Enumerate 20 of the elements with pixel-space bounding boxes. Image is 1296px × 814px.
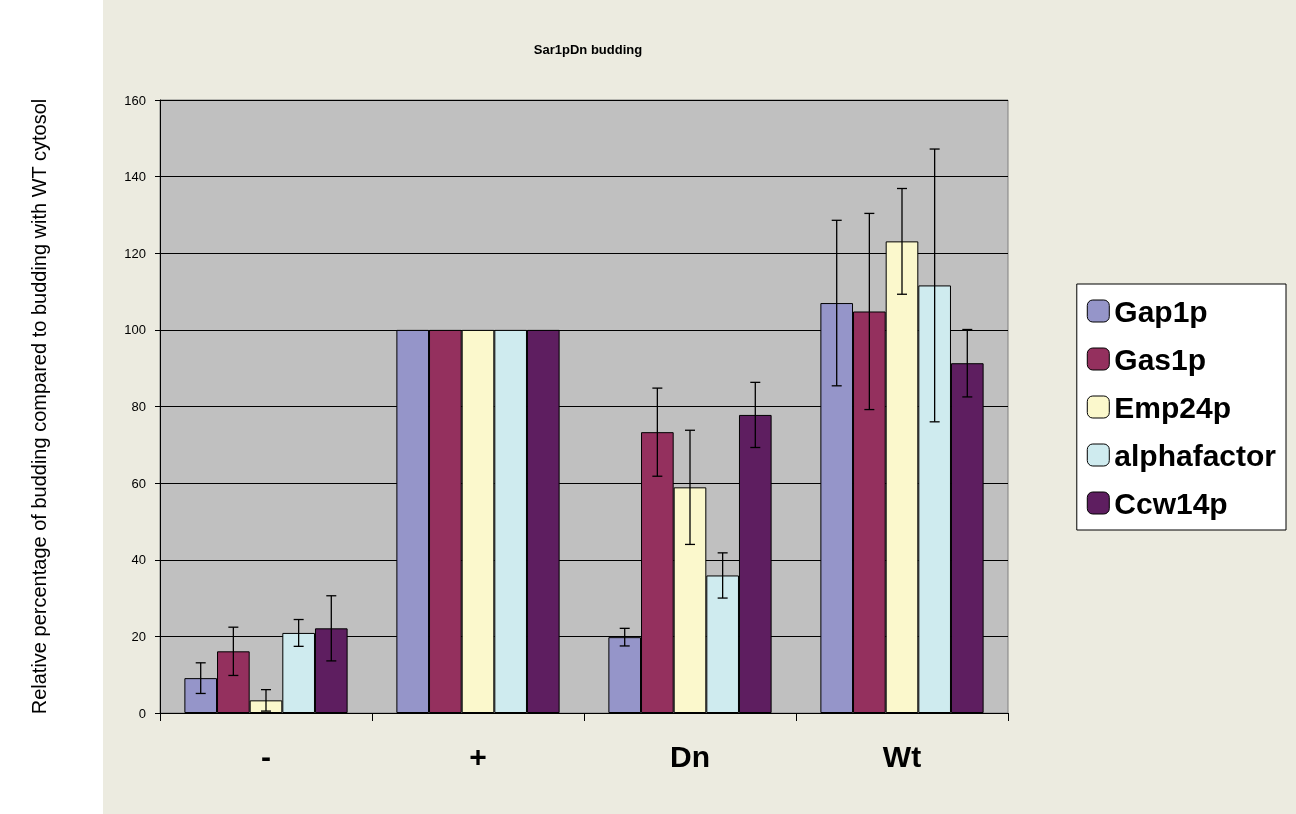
legend-label: Ccw14p bbox=[1114, 486, 1228, 520]
x-tick-label: Wt bbox=[882, 739, 922, 773]
y-tick-label: 0 bbox=[138, 705, 146, 721]
legend-label: alphafactor bbox=[1114, 438, 1277, 472]
legend-label: Gas1p bbox=[1114, 342, 1207, 376]
y-tick-label: 160 bbox=[124, 92, 146, 108]
x-tick-label: + bbox=[469, 739, 487, 773]
y-tick-label: 100 bbox=[124, 322, 146, 338]
x-tick-label: Dn bbox=[670, 739, 710, 773]
y-tick-label: 140 bbox=[124, 169, 146, 185]
chart-title: Sar1pDn budding bbox=[533, 42, 643, 57]
y-tick-label: 60 bbox=[131, 475, 146, 491]
legend-label: Gap1p bbox=[1114, 294, 1208, 328]
y-tick-label: 40 bbox=[131, 552, 146, 568]
x-tick-label: - bbox=[261, 739, 271, 773]
y-tick-label: 20 bbox=[131, 628, 146, 644]
y-axis-title: Relative percentage of budding compared to budding with WT cytosol bbox=[28, 98, 50, 715]
legend-label: Emp24p bbox=[1114, 390, 1232, 424]
y-tick-label: 120 bbox=[124, 245, 146, 261]
y-tick-label: 80 bbox=[131, 399, 146, 414]
